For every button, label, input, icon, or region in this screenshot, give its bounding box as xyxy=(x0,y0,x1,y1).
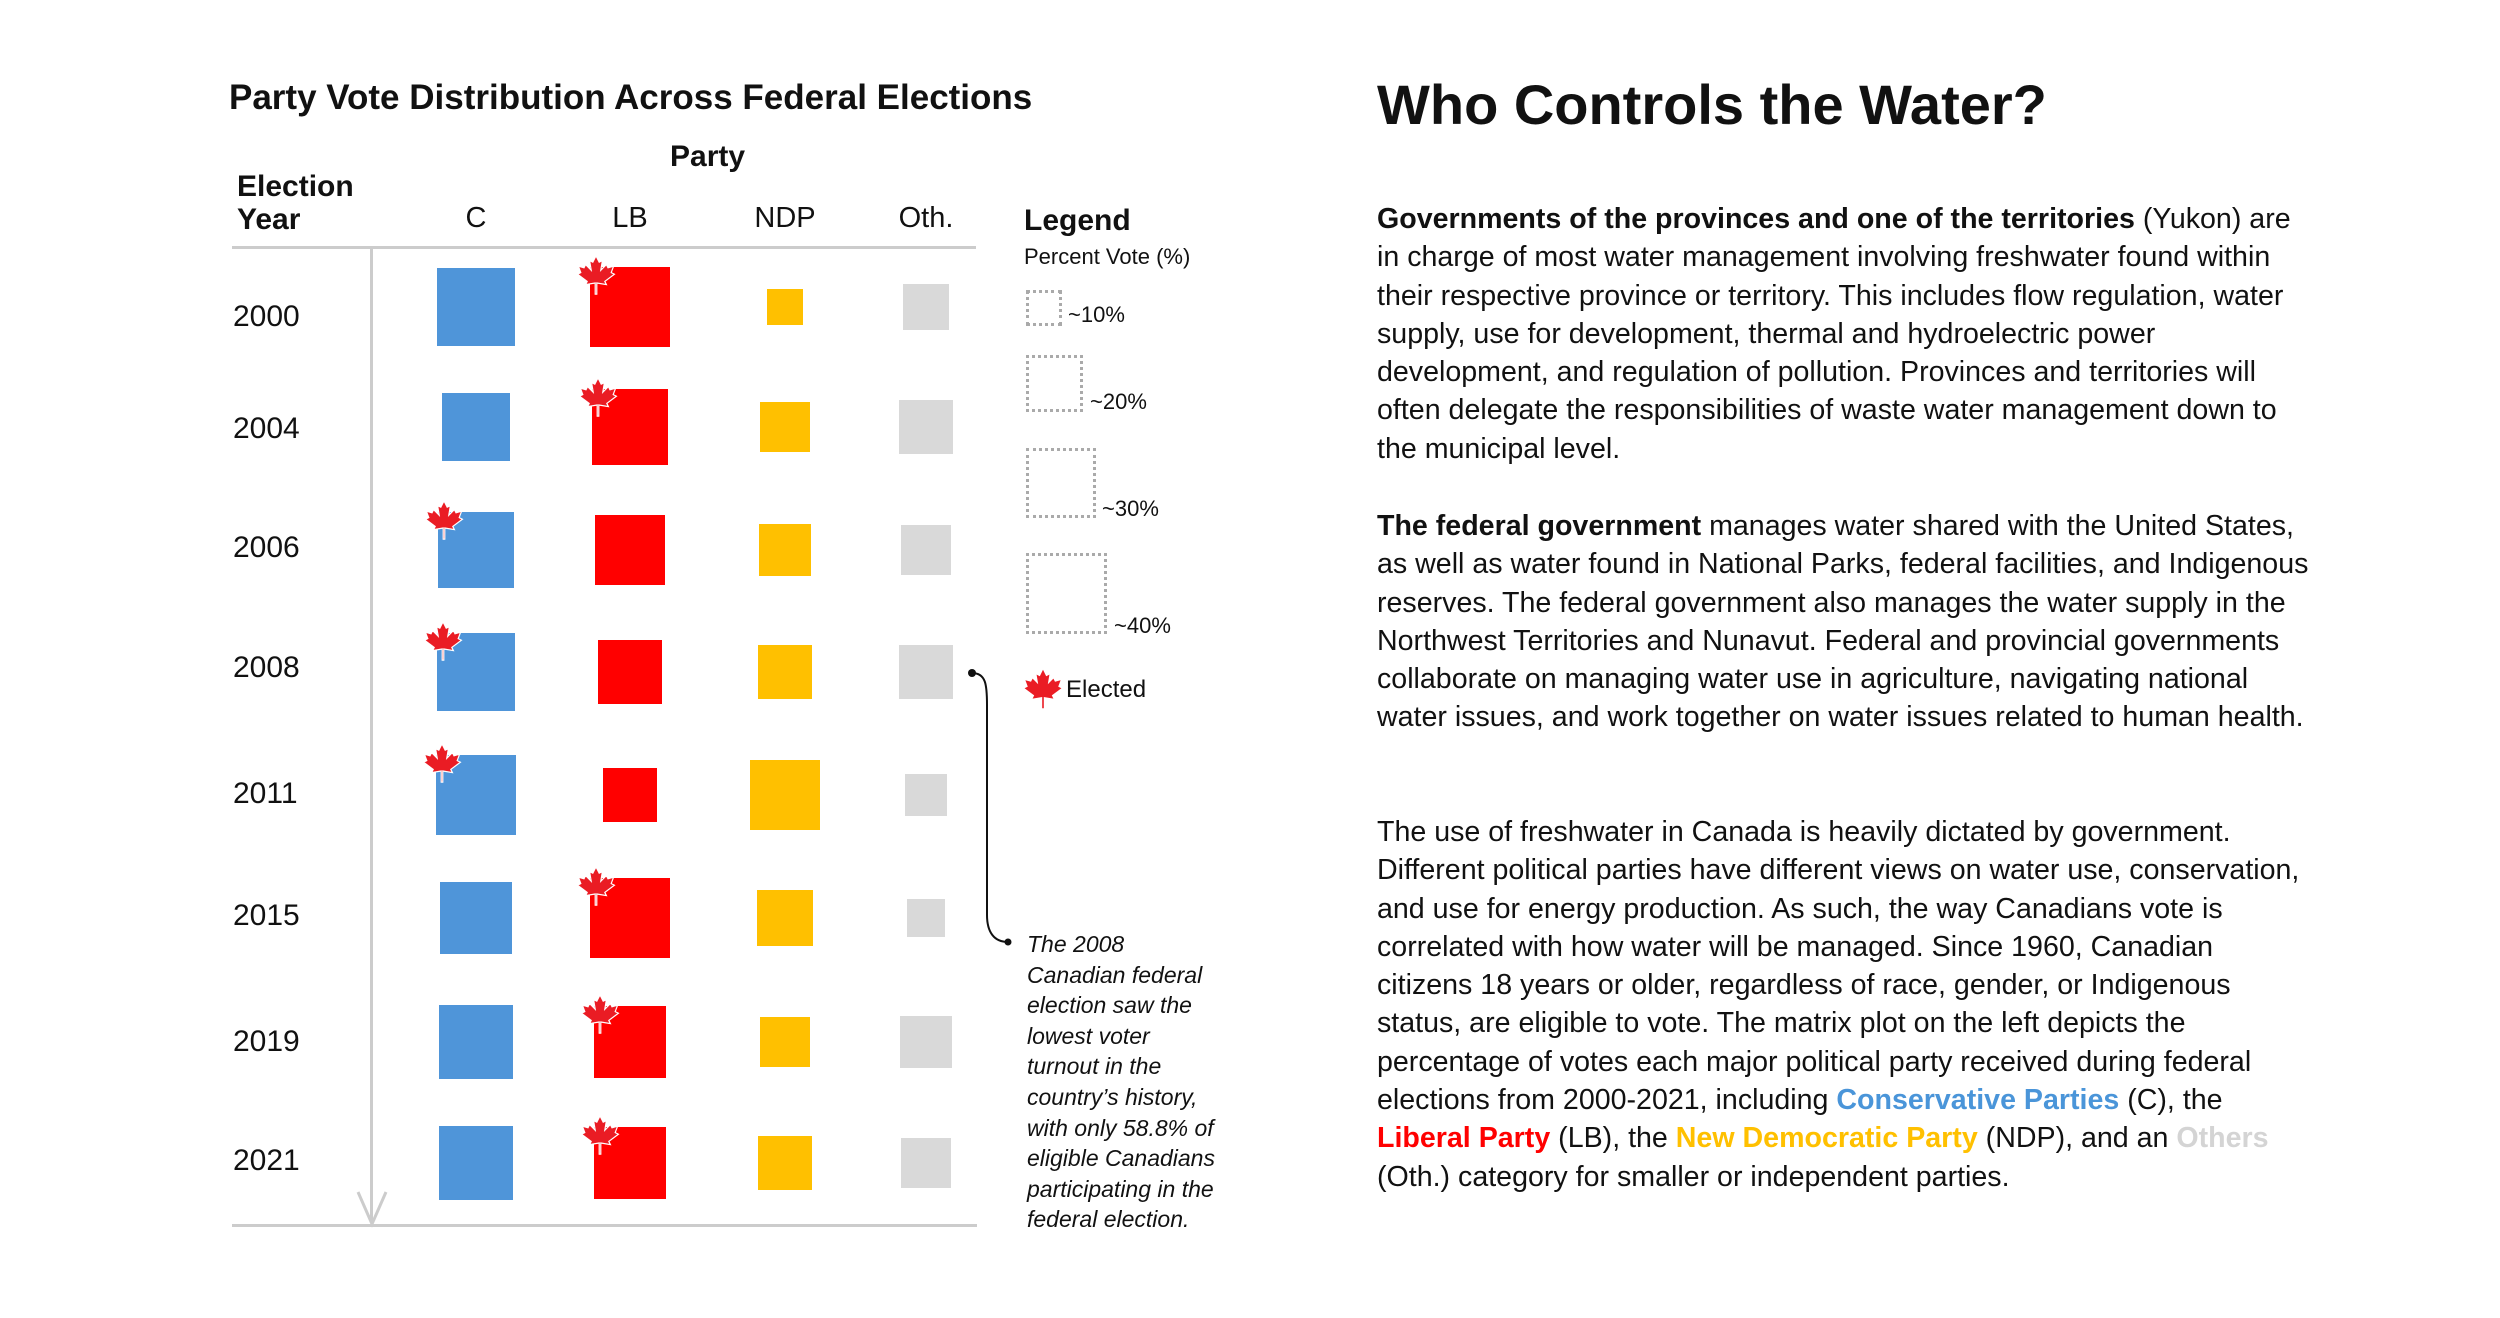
vote-square-oth-2015 xyxy=(907,899,945,937)
legend-label-40: ~40% xyxy=(1114,613,1171,638)
year-label-2011: 2011 xyxy=(233,777,298,810)
vote-square-oth-2008 xyxy=(899,645,953,699)
legend-size-10 xyxy=(1026,290,1062,326)
annotation-connector xyxy=(968,669,1012,946)
paragraph-provinces: Governments of the provinces and one of … xyxy=(1377,200,2312,468)
annotation-line: country’s history, xyxy=(1027,1083,1198,1110)
column-header-ndp: NDP xyxy=(754,202,816,234)
paragraph-bold: Governments of the provinces and one of … xyxy=(1377,203,2135,235)
liberal-highlight: Liberal Party xyxy=(1377,1122,1551,1155)
vote-square-c-2015 xyxy=(440,882,512,954)
elected-maple-leaf-icon xyxy=(580,1114,620,1155)
annotation-line: turnout in the xyxy=(1027,1053,1162,1080)
vote-square-ndp-2019 xyxy=(759,1016,811,1068)
vote-square-oth-2006 xyxy=(900,524,952,576)
year-label-2006: 2006 xyxy=(233,531,300,564)
year-label-2021: 2021 xyxy=(233,1144,300,1177)
ndp-highlight: New Democratic Party xyxy=(1675,1122,1978,1155)
paragraph-voting: The use of freshwater in Canada is heavi… xyxy=(1377,813,2312,1196)
vote-square-ndp-2011 xyxy=(750,760,820,830)
year-label-2008: 2008 xyxy=(233,651,300,684)
elected-maple-leaf-icon xyxy=(424,499,464,540)
year-label-2015: 2015 xyxy=(233,899,300,932)
vote-square-oth-2011 xyxy=(905,774,947,816)
elected-maple-leaf-icon xyxy=(422,742,462,784)
vote-square-c-2021 xyxy=(439,1126,513,1200)
legend-size-40 xyxy=(1026,553,1107,634)
legend-elected-label: Elected xyxy=(1066,676,1147,703)
vote-square-ndp-2008 xyxy=(758,645,812,699)
legend-size-30 xyxy=(1026,448,1096,518)
article-title: Who Controls the Water? xyxy=(1377,73,2047,136)
paragraph-text: (Yukon) are in charge of most water mana… xyxy=(1377,203,2291,465)
year-axis-line xyxy=(370,248,373,1223)
elected-maple-leaf-icon xyxy=(423,620,463,662)
year-label-2004: 2004 xyxy=(233,412,300,445)
legend-label-30: ~30% xyxy=(1102,496,1159,521)
paragraph-bold: The federal government xyxy=(1377,510,1702,542)
vote-square-ndp-2015 xyxy=(757,890,813,946)
vote-square-ndp-2004 xyxy=(760,402,810,452)
vote-square-ndp-2000 xyxy=(766,288,804,326)
year-label-2000: 2000 xyxy=(233,300,300,333)
annotation-line: participating in the xyxy=(1027,1175,1214,1202)
annotation-line: Canadian federal xyxy=(1027,961,1203,988)
annotation-line: election saw the xyxy=(1027,992,1192,1019)
column-header-c: C xyxy=(465,202,487,234)
paragraph-federal: The federal government manages water sha… xyxy=(1377,507,2312,737)
paragraph-text: (Oth.) category for smaller or independe… xyxy=(1377,1160,2010,1193)
vote-square-c-2004 xyxy=(441,392,511,462)
annotation-line: with only 58.8% of xyxy=(1027,1114,1214,1141)
annotation-line: The 2008 xyxy=(1027,931,1125,957)
column-header-lb: LB xyxy=(612,202,648,234)
legend-subtitle: Percent Vote (%) xyxy=(1024,244,1191,269)
vote-square-lb-2011 xyxy=(602,767,658,823)
annotation-line: federal election. xyxy=(1027,1206,1190,1233)
chart-title: Party Vote Distribution Across Federal E… xyxy=(229,78,1033,117)
vote-square-lb-2008 xyxy=(597,639,663,705)
others-highlight: Others xyxy=(2176,1122,2269,1155)
paragraph-text: (C), the xyxy=(2119,1084,2223,1117)
year-label-2019: 2019 xyxy=(233,1025,300,1058)
vote-square-ndp-2021 xyxy=(758,1136,812,1190)
header-divider xyxy=(232,246,976,249)
paragraph-text: (LB), the xyxy=(1550,1122,1676,1155)
vote-square-lb-2006 xyxy=(595,515,665,585)
party-axis-label: Party xyxy=(670,140,746,173)
legend-label-10: ~10% xyxy=(1068,302,1125,327)
paragraph-text: The use of freshwater in Canada is heavi… xyxy=(1377,816,2300,1117)
conservative-highlight: Conservative Parties xyxy=(1836,1084,2120,1117)
elected-maple-leaf-icon xyxy=(576,254,616,295)
year-axis-label: Election Year xyxy=(237,170,354,236)
bottom-axis-line xyxy=(232,1224,977,1227)
vote-square-oth-2004 xyxy=(899,400,953,454)
column-header-oth: Oth. xyxy=(898,202,954,234)
vote-square-c-2019 xyxy=(439,1005,513,1079)
paragraph-text: (NDP), and an xyxy=(1977,1122,2177,1155)
vote-square-ndp-2006 xyxy=(758,523,812,577)
annotation-line: lowest voter xyxy=(1027,1022,1150,1049)
annotation-2008: The 2008 Canadian federal election saw t… xyxy=(1027,929,1215,1235)
annotation-line: eligible Canadians xyxy=(1027,1145,1215,1172)
legend-size-20 xyxy=(1026,355,1083,412)
elected-maple-leaf-icon xyxy=(576,865,616,907)
legend-label-20: ~20% xyxy=(1090,389,1147,414)
legend-title: Legend xyxy=(1024,204,1131,237)
elected-maple-leaf-icon xyxy=(578,376,618,417)
axis-arrow-icon xyxy=(356,1191,388,1228)
vote-square-c-2000 xyxy=(437,268,515,346)
elected-maple-leaf-icon xyxy=(580,993,620,1034)
vote-square-oth-2000 xyxy=(903,284,949,330)
vote-square-oth-2021 xyxy=(900,1137,952,1189)
maple-leaf-icon xyxy=(1024,669,1062,709)
vote-square-oth-2019 xyxy=(900,1016,952,1068)
paragraph-text: manages water shared with the United Sta… xyxy=(1377,510,2309,734)
